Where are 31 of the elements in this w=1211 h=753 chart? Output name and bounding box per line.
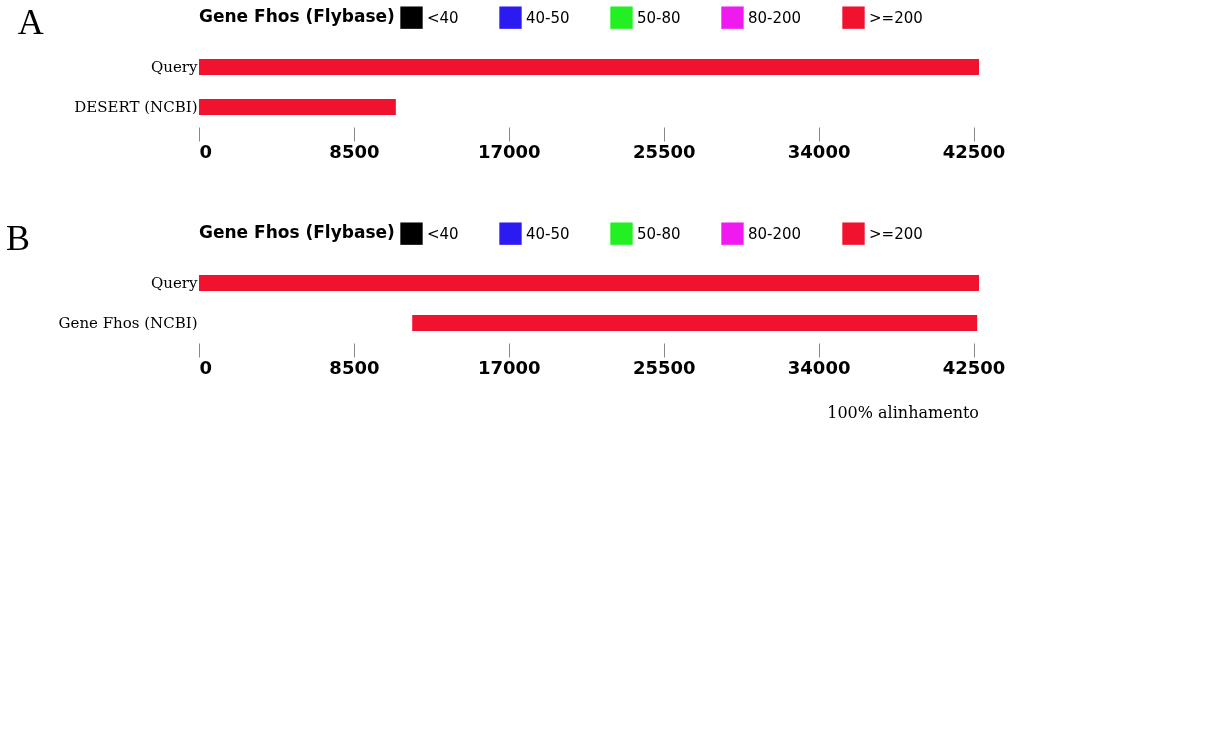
legend-title: Gene Fhos (Flybase) <box>199 222 395 242</box>
text: 100% alinhamento <box>827 403 979 422</box>
x-tick-label: 17000 <box>478 140 541 162</box>
legend-label: 80-200 <box>748 224 802 243</box>
x-tick-label: 0 <box>199 356 213 378</box>
chart-title: A <box>17 2 44 42</box>
legend-title: Gene Fhos (Flybase) <box>199 6 395 26</box>
legend-label: >=200 <box>869 224 923 243</box>
legend-label: 40-50 <box>526 224 570 243</box>
x-tick-label: 8500 <box>329 140 380 162</box>
x-tick-label: 25500 <box>632 356 696 378</box>
legend-label: 50-80 <box>637 8 681 27</box>
legend-label: >=200 <box>869 8 923 27</box>
legend-label: <40 <box>427 8 459 27</box>
legend-label: 80-200 <box>748 8 802 27</box>
legend-label: 50-80 <box>637 224 681 243</box>
x-tick-label: 34000 <box>787 356 851 378</box>
x-tick-label: 0 <box>199 140 213 162</box>
x-tick-label: 42500 <box>942 140 1006 162</box>
y-tick-label: Query <box>151 58 199 76</box>
legend-label: <40 <box>427 224 459 243</box>
chart-title: B <box>5 218 30 258</box>
x-tick-label: 34000 <box>787 140 851 162</box>
x-tick-label: 42500 <box>942 356 1006 378</box>
legend-label: 40-50 <box>526 8 570 27</box>
y-tick-label: DESERT (NCBI) <box>74 98 198 116</box>
x-tick-label: 8500 <box>329 356 380 378</box>
y-tick-label: Gene Fhos (NCBI) <box>58 314 198 332</box>
x-tick-label: 17000 <box>478 356 541 378</box>
x-tick-label: 25500 <box>632 140 696 162</box>
y-tick-label: Query <box>151 274 199 292</box>
